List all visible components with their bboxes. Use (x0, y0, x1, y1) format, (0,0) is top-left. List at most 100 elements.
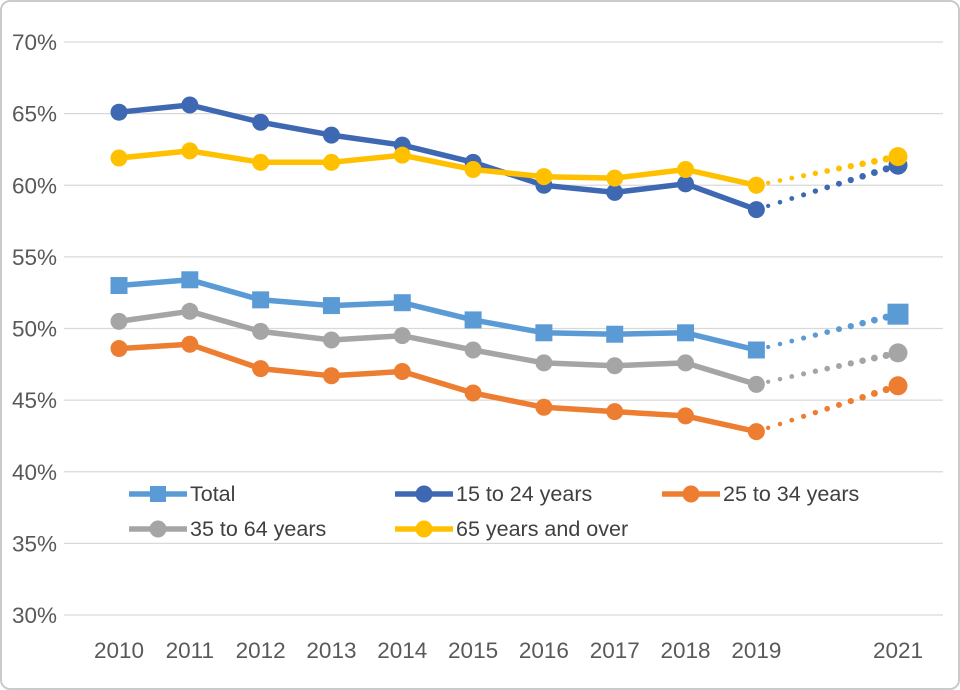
series-dot-total (870, 316, 878, 324)
y-tick-label-40pct: 40% (12, 460, 57, 485)
data-point-65-years-and-over-2021 (888, 147, 908, 167)
series-dot-65-years-and-over (789, 175, 795, 181)
series-line-65-years-and-over (116, 148, 760, 189)
data-point-25-to-34-years-2018 (677, 407, 695, 425)
data-point-15-to-24-years-2010 (110, 103, 128, 121)
series-dot-25-to-34-years (824, 405, 831, 412)
series-dot-25-to-34-years (859, 393, 866, 401)
series-dot-25-to-34-years (777, 421, 783, 427)
data-point-65-years-and-over-2010 (110, 149, 128, 167)
series-dot-35-to-64-years (777, 376, 783, 382)
legend-item-15-to-24-years: 15 to 24 years (395, 482, 592, 506)
data-point-35-to-64-years-2016 (535, 354, 553, 372)
series-dot-35-to-64-years (766, 379, 771, 384)
series-dot-65-years-and-over (801, 173, 807, 179)
data-point-25-to-34-years-2021 (888, 376, 908, 396)
legend-item-65-and-over: 65 years and over (395, 517, 628, 541)
data-point-25-to-34-years-2016 (535, 398, 553, 416)
data-point-65-years-and-over-2016 (535, 168, 553, 186)
data-point-total-2013 (322, 297, 340, 315)
data-point-total-2011 (181, 271, 199, 289)
data-point-25-to-34-years-2013 (322, 367, 340, 385)
series-dot-total (777, 341, 783, 347)
x-tick-label-2019: 2019 (731, 638, 781, 663)
series-dot-65-years-and-over (766, 180, 771, 186)
series-dot-total (789, 338, 795, 344)
series-dot-total (801, 335, 807, 341)
x-tick-label-2016: 2016 (519, 638, 569, 663)
x-tick-label-2017: 2017 (590, 638, 640, 663)
series-line-total (116, 277, 760, 353)
series-dot-15-to-24-years (882, 165, 890, 173)
data-point-35-to-64-years-2017 (606, 357, 624, 375)
data-point-total-2021 (887, 303, 909, 325)
data-point-65-years-and-over-2019 (747, 176, 765, 194)
data-point-total-2018 (677, 324, 695, 342)
series-dot-35-to-64-years (789, 374, 795, 379)
series-dot-15-to-24-years (801, 192, 807, 198)
series-dot-25-to-34-years (835, 401, 842, 408)
data-point-35-to-64-years-2021 (888, 343, 908, 363)
data-point-65-years-and-over-2015 (464, 160, 482, 178)
series-dot-total (847, 322, 854, 330)
series-dot-15-to-24-years (777, 199, 783, 205)
y-tick-label-65pct: 65% (12, 102, 57, 127)
x-tick-label-2011: 2011 (166, 638, 214, 663)
series-dot-25-to-34-years (766, 425, 771, 430)
series-dot-total (766, 344, 771, 350)
legend-item-25-to-34-years: 25 to 34 years (662, 482, 859, 506)
series-dot-15-to-24-years (870, 169, 878, 177)
series-dot-15-to-24-years (835, 180, 842, 187)
data-point-65-years-and-over-2018 (677, 160, 695, 178)
y-tick-label-30pct: 30% (12, 603, 57, 628)
data-point-total-2010 (110, 277, 128, 295)
data-point-15-to-24-years-2011 (181, 96, 199, 114)
series-dot-65-years-and-over (870, 157, 878, 165)
series-line-35-to-64-years (116, 308, 760, 388)
legend-label-65-and-over: 65 years and over (456, 517, 629, 541)
data-point-total-2019 (747, 341, 765, 359)
legend-item-35-to-64-years: 35 to 64 years (129, 517, 326, 541)
legend-marker-65-and-over-icon (395, 520, 453, 538)
series-dot-65-years-and-over (812, 170, 819, 177)
data-point-35-to-64-years-2011 (181, 302, 199, 320)
data-point-35-to-64-years-2014 (393, 327, 411, 345)
series-dot-15-to-24-years (766, 203, 771, 209)
series-dot-total (859, 319, 866, 327)
series-dot-35-to-64-years (859, 357, 866, 365)
series-dot-total (835, 326, 842, 333)
data-point-25-to-34-years-2015 (464, 384, 482, 402)
legend-marker-35-to-64-icon (129, 520, 187, 538)
y-tick-label-45pct: 45% (12, 388, 57, 413)
data-point-15-to-24-years-2012 (252, 113, 270, 131)
series-dot-35-to-64-years (824, 365, 831, 372)
data-point-25-to-34-years-2012 (252, 360, 270, 378)
legend-marker-total-icon (129, 486, 187, 502)
data-point-65-years-and-over-2012 (252, 153, 270, 171)
series-dot-65-years-and-over (859, 160, 866, 168)
data-point-65-years-and-over-2011 (181, 142, 199, 160)
series-dot-15-to-24-years (789, 196, 795, 201)
series-dot-25-to-34-years (870, 390, 878, 397)
legend-label-25-to-34-years: 25 to 34 years (723, 482, 860, 506)
data-point-65-years-and-over-2014 (393, 146, 411, 164)
series-dot-35-to-64-years (847, 360, 854, 367)
data-point-total-2015 (464, 311, 482, 329)
data-point-25-to-34-years-2019 (747, 423, 765, 441)
legend-marker-25-to-34-icon (662, 485, 720, 503)
series-dot-65-years-and-over (847, 163, 854, 170)
data-point-total-2017 (606, 325, 624, 343)
data-point-35-to-64-years-2012 (252, 322, 270, 340)
y-tick-label-55pct: 55% (12, 245, 57, 270)
series-dot-35-to-64-years (835, 362, 842, 369)
legend-label-15-to-24-years: 15 to 24 years (456, 482, 593, 506)
data-point-65-years-and-over-2013 (322, 153, 340, 171)
legend-item-total: Total (129, 482, 235, 506)
x-tick-label-2018: 2018 (661, 638, 711, 663)
x-tick-label-2014: 2014 (377, 638, 427, 663)
y-tick-label-50pct: 50% (12, 317, 57, 342)
series-dot-25-to-34-years (882, 386, 890, 394)
data-point-35-to-64-years-2018 (677, 354, 695, 372)
